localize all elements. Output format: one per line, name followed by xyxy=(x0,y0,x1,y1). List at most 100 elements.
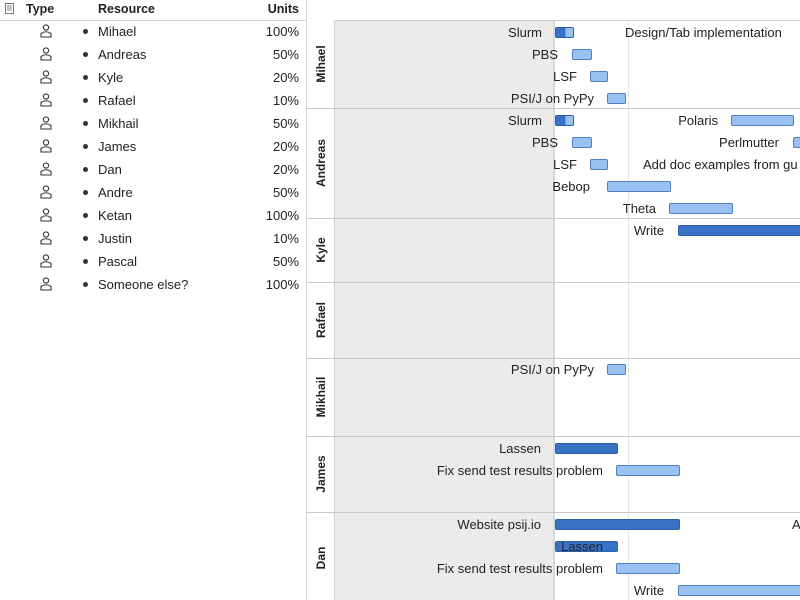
resource-group: Mihael xyxy=(307,20,800,109)
person-icon xyxy=(40,24,52,38)
column-header-type[interactable]: Type xyxy=(26,2,55,16)
resource-name: Dan xyxy=(98,162,122,177)
task-bar[interactable] xyxy=(616,563,680,574)
task-label[interactable]: PSI/J on PyPy xyxy=(510,91,594,106)
column-header-units[interactable]: Units xyxy=(267,2,299,16)
task-bar[interactable] xyxy=(731,115,794,126)
person-icon xyxy=(40,70,52,84)
table-row[interactable]: Dan 20% xyxy=(0,159,306,182)
task-label[interactable]: Slurm xyxy=(508,25,542,40)
person-icon xyxy=(40,277,52,291)
task-bar[interactable] xyxy=(555,541,618,552)
resource-units: 20% xyxy=(272,139,299,154)
table-row[interactable]: Mikhail 50% xyxy=(0,113,306,136)
table-row[interactable]: Kyle 20% xyxy=(0,67,306,90)
grid-line xyxy=(628,20,629,600)
resource-name: Andre xyxy=(98,185,133,200)
task-bar[interactable] xyxy=(607,93,626,104)
person-icon xyxy=(40,139,52,153)
task-label[interactable]: Polaris xyxy=(678,113,718,128)
resource-units: 100% xyxy=(265,24,299,39)
task-bar[interactable] xyxy=(793,137,800,148)
task-bar[interactable] xyxy=(616,465,680,476)
task-bar[interactable] xyxy=(607,364,626,375)
task-label[interactable]: Lassen xyxy=(499,441,541,456)
resource-units: 20% xyxy=(272,162,299,177)
task-bar[interactable] xyxy=(572,137,592,148)
task-bar[interactable] xyxy=(555,115,574,126)
group-label: Kyle xyxy=(307,218,335,282)
group-label-divider xyxy=(334,20,335,600)
task-bar[interactable] xyxy=(678,585,800,596)
task-label[interactable]: Design/Tab implementation xyxy=(625,25,782,40)
task-bar[interactable] xyxy=(669,203,733,214)
resource-units: 20% xyxy=(272,70,299,85)
task-label[interactable]: Fix send test results problem xyxy=(436,561,603,576)
column-header-resource[interactable]: Resource xyxy=(98,2,155,16)
table-row[interactable]: Rafael 10% xyxy=(0,90,306,113)
bullet-icon xyxy=(83,75,88,80)
resource-name: Mihael xyxy=(98,24,137,39)
resource-name: Ketan xyxy=(98,208,132,223)
bullet-icon xyxy=(83,190,88,195)
group-label: Mihael xyxy=(307,20,335,108)
gantt-chart: Mihael Andreas Kyle Rafael Mikhail James Dan S… xyxy=(306,0,800,600)
task-bar[interactable] xyxy=(555,27,574,38)
task-label[interactable]: Slurm xyxy=(508,113,542,128)
table-row[interactable]: Someone else? 100% xyxy=(0,274,306,297)
task-label[interactable]: Write xyxy=(633,223,664,238)
document-icon[interactable] xyxy=(5,3,14,14)
group-label: Rafael xyxy=(307,282,335,358)
bullet-icon xyxy=(83,52,88,57)
task-label[interactable]: Perlmutter xyxy=(719,135,779,150)
resource-table: Type Resource Units Mihael 100% Andreas 50%… xyxy=(0,0,306,600)
table-row[interactable]: Ketan 100% xyxy=(0,205,306,228)
task-bar[interactable] xyxy=(678,225,800,236)
task-label[interactable]: LSF xyxy=(553,69,577,84)
group-name: Mihael xyxy=(314,45,328,83)
task-label[interactable]: Lassen xyxy=(561,539,603,554)
task-label[interactable]: LSF xyxy=(553,157,577,172)
task-label[interactable]: Theta xyxy=(622,201,656,216)
task-bar[interactable] xyxy=(590,159,608,170)
gantt-top-border xyxy=(335,20,800,21)
group-name: Mikhail xyxy=(314,376,328,418)
table-row[interactable]: Mihael 100% xyxy=(0,21,306,44)
task-bar[interactable] xyxy=(555,519,680,530)
person-icon xyxy=(40,208,52,222)
table-header: Type Resource Units xyxy=(0,0,306,21)
person-icon xyxy=(40,93,52,107)
resource-units: 50% xyxy=(272,116,299,131)
task-label[interactable]: Write xyxy=(633,583,664,598)
person-icon xyxy=(40,231,52,245)
resource-units: 100% xyxy=(265,277,299,292)
group-name: Rafael xyxy=(314,301,328,339)
table-row[interactable]: Andre 50% xyxy=(0,182,306,205)
task-label[interactable]: PBS xyxy=(531,135,558,150)
resource-units: 10% xyxy=(272,93,299,108)
task-bar[interactable] xyxy=(590,71,608,82)
task-label[interactable]: Add doc examples from gu xyxy=(643,157,798,172)
task-label[interactable]: Bebop xyxy=(552,179,590,194)
resource-units: 50% xyxy=(272,185,299,200)
task-label[interactable]: A xyxy=(792,517,800,532)
table-row[interactable]: James 20% xyxy=(0,136,306,159)
resource-name: Pascal xyxy=(98,254,138,269)
bullet-icon xyxy=(83,167,88,172)
task-label[interactable]: PSI/J on PyPy xyxy=(510,362,594,377)
table-row[interactable]: Andreas 50% xyxy=(0,44,306,67)
table-row[interactable]: Pascal 50% xyxy=(0,251,306,274)
group-label: Mikhail xyxy=(307,358,335,436)
task-label[interactable]: Website psij.io xyxy=(457,517,541,532)
resource-units: 50% xyxy=(272,254,299,269)
group-label: Andreas xyxy=(307,108,335,218)
task-bar[interactable] xyxy=(607,181,671,192)
group-name: Kyle xyxy=(314,237,328,263)
task-bar[interactable] xyxy=(555,443,618,454)
table-row[interactable]: Justin 10% xyxy=(0,228,306,251)
task-bar[interactable] xyxy=(572,49,592,60)
task-label[interactable]: PBS xyxy=(531,47,558,62)
resource-name: Kyle xyxy=(98,70,124,85)
bullet-icon xyxy=(83,236,88,241)
task-label[interactable]: Fix send test results problem xyxy=(436,463,603,478)
